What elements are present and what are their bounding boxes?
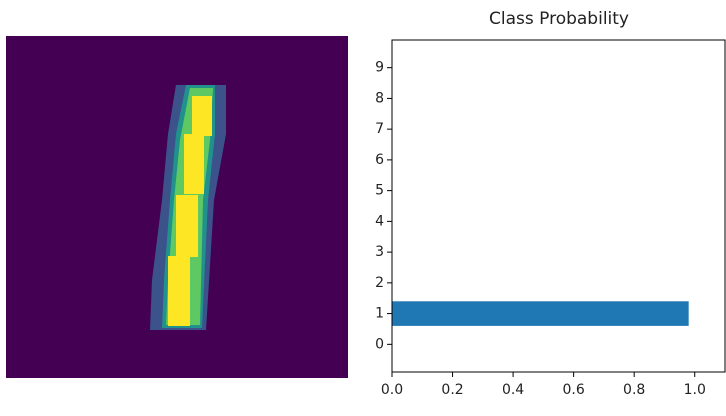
x-tick-label: 0.2 [441, 382, 463, 398]
x-tick-label: 0.6 [563, 382, 585, 398]
y-tick-label: 2 [375, 275, 384, 291]
digit-stroke [184, 134, 204, 194]
chart-title: Class Probability [489, 9, 629, 29]
y-tick-label: 1 [375, 306, 384, 322]
figure: Class Probability 0 1 2 3 4 5 6 7 8 9 0.0 0.2 0.4 0.6… [0, 0, 726, 412]
y-tick-label: 7 [375, 121, 384, 137]
digit-stroke [168, 256, 190, 326]
y-tick-label: 5 [375, 183, 384, 199]
x-tick-label: 1.0 [684, 382, 706, 398]
digit-stroke [192, 96, 212, 136]
digit-image [6, 36, 348, 378]
digit-stroke [176, 195, 198, 257]
y-tick-label: 0 [375, 336, 384, 352]
y-tick-label: 8 [375, 90, 384, 106]
x-tick-label: 0.8 [623, 382, 645, 398]
y-tick-label: 6 [375, 152, 384, 168]
x-tick-label: 0.4 [502, 382, 524, 398]
bar [392, 301, 689, 326]
x-tick-label: 0.0 [381, 382, 403, 398]
y-tick-label: 3 [375, 244, 384, 260]
y-tick-label: 9 [375, 60, 384, 76]
y-tick-label: 4 [375, 213, 384, 229]
